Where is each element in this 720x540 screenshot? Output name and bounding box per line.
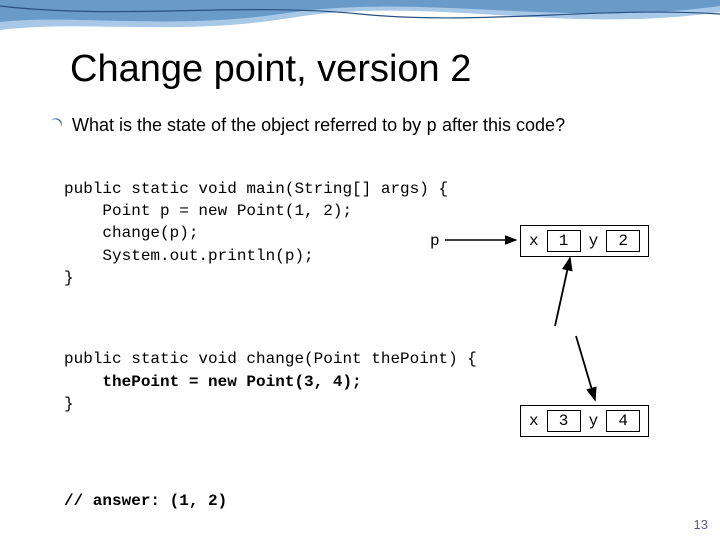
y-label: y: [589, 412, 599, 430]
answer-text: // answer: (1, 2): [64, 492, 227, 510]
code-line-indent: [64, 373, 102, 391]
code-line: public static void main(String[] args) {: [64, 180, 448, 198]
code-line: Point p = new Point(1, 2);: [64, 202, 352, 220]
question-text: What is the state of the object referred…: [72, 113, 565, 139]
y-label: y: [589, 232, 599, 250]
object-box-2: x 3 y 4: [520, 405, 649, 437]
code-line: }: [64, 269, 74, 287]
code-line: public static void change(Point thePoint…: [64, 350, 477, 368]
code-line: System.out.println(p);: [64, 247, 314, 265]
question-row: What is the state of the object referred…: [40, 113, 680, 139]
obj1-y-value: 2: [606, 230, 640, 252]
code-line: change(p);: [64, 224, 198, 242]
x-label: x: [529, 232, 539, 250]
p-pointer-label: p: [430, 232, 440, 250]
code-line: }: [64, 395, 74, 413]
object-box-1: x 1 y 2: [520, 225, 649, 257]
answer-line: // answer: (1, 2): [64, 468, 680, 535]
question-suffix: after this code?: [437, 115, 565, 135]
question-prefix: What is the state of the object referred…: [72, 115, 426, 135]
obj2-y-value: 4: [606, 410, 640, 432]
slide-title: Change point, version 2: [40, 48, 680, 91]
obj1-x-value: 1: [547, 230, 581, 252]
code-line-bold: thePoint = new Point(3, 4);: [102, 373, 361, 391]
curl-bullet-icon: [48, 117, 66, 133]
question-code: p: [426, 117, 437, 137]
x-label: x: [529, 412, 539, 430]
page-number: 13: [694, 517, 708, 532]
obj2-x-value: 3: [547, 410, 581, 432]
slide-content: Change point, version 2 What is the stat…: [0, 0, 720, 535]
